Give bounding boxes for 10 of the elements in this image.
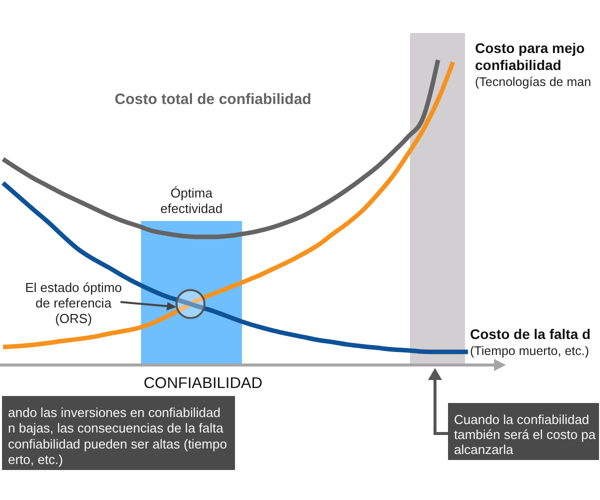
text: Cuando la confiabilidad también será el costo pa alcanzarla: [454, 412, 596, 457]
x-axis-title: CONFIABILIDAD: [144, 375, 262, 392]
text: Costo total de confiabilidad: [114, 90, 312, 108]
annotation: Óptima efectividad: [160, 186, 223, 216]
text: ando las inversiones en confiabilidad n bajas, las consecuencias de la falta confiabilidad pueden ser altas (tiempo erto, etc.): [8, 405, 227, 468]
series-label: Costo para mejo confiabilidad: [475, 40, 585, 74]
annotation: El estado óptimo de referencia (ORS): [25, 280, 122, 326]
series-label: Costo de la falta d: [470, 326, 591, 342]
annotation: (Tiempo muerto, etc.): [470, 344, 590, 358]
annotation: (Tecnologías de man: [475, 75, 592, 90]
